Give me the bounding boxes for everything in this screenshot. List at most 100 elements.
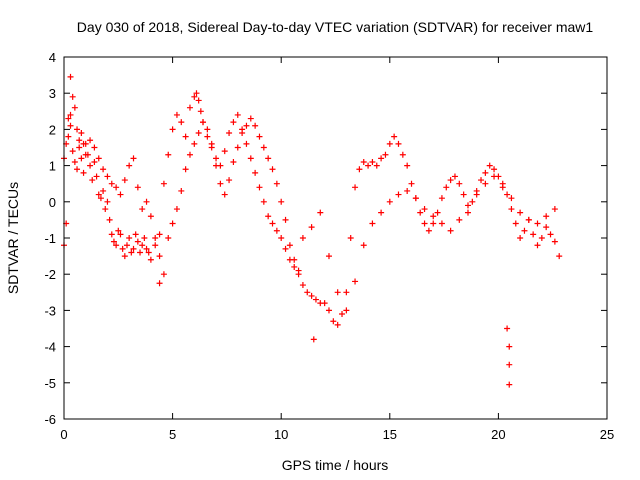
data-point: [65, 133, 72, 140]
data-point: [404, 187, 411, 194]
data-point: [243, 122, 250, 129]
data-point: [504, 325, 511, 332]
data-point: [130, 155, 137, 162]
data-point: [160, 271, 167, 278]
data-point: [256, 133, 263, 140]
data-point: [310, 336, 317, 343]
data-point: [482, 180, 489, 187]
y-tick-label: 1: [49, 159, 56, 174]
data-point: [538, 235, 545, 241]
data-point: [299, 235, 306, 241]
data-point: [334, 289, 341, 296]
data-point: [178, 187, 185, 194]
data-point: [556, 253, 563, 260]
data-point: [117, 191, 124, 198]
data-point: [67, 111, 74, 118]
data-point: [165, 151, 172, 158]
data-point: [78, 130, 85, 137]
data-point: [195, 130, 202, 137]
x-tick-label: 5: [169, 427, 176, 442]
data-point: [110, 238, 117, 245]
data-point: [139, 206, 146, 213]
data-point: [204, 133, 211, 140]
y-axis-ticks: -6 -5 -4 -3 -2 -1 0 1 2 3 4: [44, 50, 607, 427]
data-point: [252, 122, 259, 129]
data-point: [408, 180, 415, 187]
data-point: [197, 108, 204, 115]
y-tick-label: -6: [44, 412, 56, 427]
data-point: [325, 253, 332, 260]
x-tick-label: 15: [383, 427, 397, 442]
data-point: [373, 162, 380, 169]
data-point: [91, 158, 98, 165]
data-point: [152, 242, 159, 249]
data-point: [243, 140, 250, 147]
data-point: [65, 115, 72, 122]
data-point: [76, 144, 83, 151]
data-point: [119, 245, 126, 252]
data-point: [260, 198, 267, 205]
data-point: [317, 209, 324, 216]
data-point: [395, 140, 402, 147]
data-point: [76, 137, 83, 144]
data-point: [517, 235, 524, 241]
data-point: [67, 122, 74, 129]
data-point: [71, 104, 78, 111]
data-point: [100, 187, 107, 194]
data-point: [378, 209, 385, 216]
x-tick-label: 0: [60, 427, 67, 442]
data-point: [456, 180, 463, 187]
data-point: [517, 209, 524, 216]
data-point: [230, 119, 237, 126]
data-point: [291, 263, 298, 270]
data-point: [128, 249, 135, 256]
data-point: [239, 130, 246, 137]
data-point: [121, 253, 128, 260]
data-point: [230, 158, 237, 165]
data-point: [273, 180, 280, 187]
data-point: [247, 155, 254, 162]
y-tick-label: 4: [49, 50, 56, 65]
data-point: [67, 73, 74, 80]
data-point: [399, 151, 406, 158]
y-tick-label: -2: [44, 267, 56, 282]
data-points: [61, 73, 563, 388]
data-point: [121, 177, 128, 184]
data-point: [113, 242, 120, 249]
data-point: [508, 195, 515, 202]
data-point: [226, 130, 233, 137]
data-point: [156, 280, 163, 287]
data-point: [100, 166, 107, 173]
data-point: [295, 267, 302, 274]
data-point: [273, 227, 280, 234]
data-point: [169, 126, 176, 133]
data-point: [330, 318, 337, 325]
data-point: [417, 209, 424, 216]
data-point: [504, 191, 511, 198]
data-point: [182, 133, 189, 140]
data-point: [491, 166, 498, 173]
data-point: [208, 144, 215, 151]
data-point: [421, 220, 428, 227]
data-point: [438, 220, 445, 227]
data-point: [447, 227, 454, 234]
data-point: [369, 158, 376, 165]
data-point: [486, 162, 493, 169]
data-point: [430, 220, 437, 227]
data-point: [173, 111, 180, 118]
data-point: [193, 90, 200, 97]
data-point: [93, 173, 100, 180]
data-point: [269, 166, 276, 173]
x-tick-label: 25: [600, 427, 614, 442]
data-point: [378, 155, 385, 162]
y-tick-label: -4: [44, 340, 56, 355]
data-point: [156, 253, 163, 260]
data-point: [447, 177, 454, 184]
data-point: [421, 206, 428, 213]
data-point: [108, 180, 115, 187]
data-point: [74, 166, 81, 173]
data-point: [221, 148, 228, 155]
data-point: [191, 140, 198, 147]
data-point: [134, 184, 141, 191]
data-point: [80, 169, 87, 176]
